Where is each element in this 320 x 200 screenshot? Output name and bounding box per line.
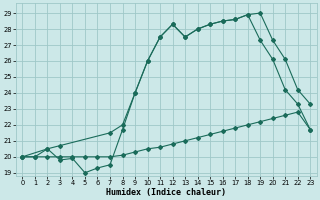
X-axis label: Humidex (Indice chaleur): Humidex (Indice chaleur) (106, 188, 226, 197)
